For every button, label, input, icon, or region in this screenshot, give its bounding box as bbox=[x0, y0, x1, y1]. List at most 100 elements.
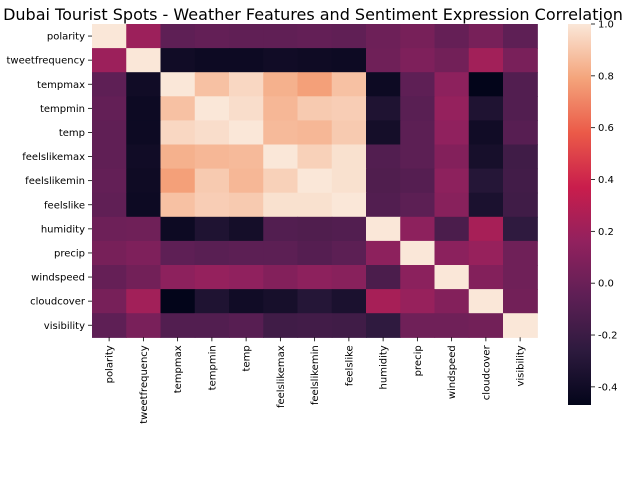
heatmap-cell-feelslikemax-feelslike bbox=[331, 144, 367, 170]
heatmap-cell-windspeed-polarity bbox=[92, 265, 127, 290]
heatmap-cell-tempmin-tweetfrequency bbox=[126, 96, 162, 121]
heatmap-cell-cloudcover-precip bbox=[400, 289, 436, 314]
heatmap-cell-windspeed-feelslike bbox=[331, 265, 367, 290]
heatmap-cell-feelslike-polarity bbox=[92, 192, 127, 218]
heatmap-cell-feelslike-precip bbox=[400, 192, 436, 218]
x-tick-label-cloudcover: cloudcover bbox=[481, 344, 492, 400]
heatmap-cell-temp-temp bbox=[229, 120, 264, 146]
heatmap-cell-tempmin-visibility bbox=[503, 96, 538, 121]
heatmap-cell-tempmax-windspeed bbox=[434, 72, 470, 97]
heatmap-cell-tweetfrequency-tempmin bbox=[194, 48, 230, 73]
heatmap-cell-precip-tempmax bbox=[160, 240, 196, 266]
heatmap-cell-feelslikemax-cloudcover bbox=[468, 144, 504, 170]
heatmap-cell-precip-feelslike bbox=[331, 240, 367, 266]
heatmap-cell-temp-tempmin bbox=[194, 120, 230, 146]
heatmap-cell-tweetfrequency-temp bbox=[229, 48, 264, 73]
colorbar-tick-label: -0.2 bbox=[598, 331, 618, 342]
heatmap-cell-temp-feelslikemax bbox=[263, 120, 299, 146]
heatmap-cell-polarity-feelslikemin bbox=[297, 24, 333, 49]
heatmap-cell-humidity-cloudcover bbox=[468, 216, 504, 242]
y-tick-label-tempmax: tempmax bbox=[37, 80, 85, 91]
heatmap-cell-feelslikemax-precip bbox=[400, 144, 436, 170]
heatmap-cell-feelslike-feelslikemax bbox=[263, 192, 299, 218]
x-axis-ticks: polarity tweetfrequency tempmax tempmin temp… bbox=[105, 337, 527, 424]
heatmap-cell-visibility-tempmax bbox=[160, 313, 196, 338]
heatmap-cell-visibility-feelslikemin bbox=[297, 313, 333, 338]
heatmap-cell-temp-polarity bbox=[92, 120, 127, 146]
heatmap-cell-precip-tweetfrequency bbox=[126, 240, 162, 266]
colorbar-tick-label: -0.4 bbox=[598, 382, 618, 393]
heatmap-cell-windspeed-cloudcover bbox=[468, 265, 504, 290]
heatmap-cell-temp-precip bbox=[400, 120, 436, 146]
heatmap-cell-tempmin-feelslike bbox=[331, 96, 367, 121]
heatmap-cell-humidity-humidity bbox=[366, 216, 401, 242]
x-tick-label-feelslikemin: feelslikemin bbox=[310, 345, 321, 405]
heatmap-cell-windspeed-humidity bbox=[366, 265, 401, 290]
colorbar-tick-label: 0.8 bbox=[598, 71, 614, 82]
heatmap-cell-tempmin-windspeed bbox=[434, 96, 470, 121]
heatmap-cell-tempmax-temp bbox=[229, 72, 264, 97]
heatmap-cell-tempmax-feelslikemin bbox=[297, 72, 333, 97]
heatmap-cell-polarity-feelslike bbox=[331, 24, 367, 49]
heatmap-cell-polarity-tempmin bbox=[194, 24, 230, 49]
heatmap-cell-humidity-feelslikemax bbox=[263, 216, 299, 242]
heatmap-cell-polarity-precip bbox=[400, 24, 436, 49]
heatmap-cell-tweetfrequency-humidity bbox=[366, 48, 401, 73]
heatmap-cell-cloudcover-tempmin bbox=[194, 289, 230, 314]
x-tick-label-temp: temp bbox=[242, 345, 253, 371]
heatmap-cell-windspeed-windspeed bbox=[434, 265, 470, 290]
heatmap-cell-windspeed-precip bbox=[400, 265, 436, 290]
heatmap-cell-tweetfrequency-polarity bbox=[92, 48, 127, 73]
heatmap-cell-feelslikemin-polarity bbox=[92, 168, 127, 194]
heatmap-cell-feelslikemin-tempmax bbox=[160, 168, 196, 194]
heatmap-cell-tempmin-precip bbox=[400, 96, 436, 121]
heatmap-cell-cloudcover-windspeed bbox=[434, 289, 470, 314]
heatmap-cell-feelslike-temp bbox=[229, 192, 264, 218]
heatmap-cell-feelslikemin-feelslikemax bbox=[263, 168, 299, 194]
heatmap-cell-precip-windspeed bbox=[434, 240, 470, 266]
heatmap-cell-feelslikemax-tempmax bbox=[160, 144, 196, 170]
heatmap-cell-polarity-humidity bbox=[366, 24, 401, 49]
heatmap-cell-cloudcover-feelslikemax bbox=[263, 289, 299, 314]
colorbar-gradient bbox=[568, 24, 591, 405]
x-tick-label-feelslike: feelslike bbox=[344, 345, 355, 386]
y-tick-label-feelslikemin: feelslikemin bbox=[25, 176, 85, 187]
heatmap-cell-feelslikemax-temp bbox=[229, 144, 264, 170]
heatmap-cell-tempmin-temp bbox=[229, 96, 264, 121]
heatmap-cell-feelslike-feelslike bbox=[331, 192, 367, 218]
colorbar-tick-label: 0.4 bbox=[598, 175, 614, 186]
heatmap-cell-humidity-visibility bbox=[503, 216, 538, 242]
heatmap-cell-feelslike-feelslikemin bbox=[297, 192, 333, 218]
heatmap-cell-feelslikemax-humidity bbox=[366, 144, 401, 170]
heatmap-cell-temp-windspeed bbox=[434, 120, 470, 146]
heatmap-cell-precip-feelslikemin bbox=[297, 240, 333, 266]
heatmap-cell-cloudcover-humidity bbox=[366, 289, 401, 314]
heatmap-cell-visibility-polarity bbox=[92, 313, 127, 338]
heatmap-cell-feelslikemin-precip bbox=[400, 168, 436, 194]
heatmap-cell-feelslikemin-feelslikemin bbox=[297, 168, 333, 194]
heatmap-cell-feelslikemin-windspeed bbox=[434, 168, 470, 194]
heatmap-cell-tempmin-tempmax bbox=[160, 96, 196, 121]
heatmap-cell-tempmin-feelslikemax bbox=[263, 96, 299, 121]
colorbar: -0.4 -0.2 0.0 0.2 0.4 0.6 0.8 1.0 bbox=[568, 20, 618, 405]
heatmap-cell-polarity-polarity bbox=[92, 24, 127, 49]
heatmap-cell-cloudcover-visibility bbox=[503, 289, 538, 314]
heatmap-cell-cloudcover-tweetfrequency bbox=[126, 289, 162, 314]
x-tick-label-visibility: visibility bbox=[516, 345, 527, 386]
chart-title: Dubai Tourist Spots - Weather Features a… bbox=[3, 5, 623, 24]
heatmap-cell-cloudcover-feelslike bbox=[331, 289, 367, 314]
heatmap-cell-visibility-humidity bbox=[366, 313, 401, 338]
heatmap-cell-windspeed-visibility bbox=[503, 265, 538, 290]
heatmap-cell-humidity-precip bbox=[400, 216, 436, 242]
heatmap-cell-cloudcover-feelslikemin bbox=[297, 289, 333, 314]
y-tick-label-humidity: humidity bbox=[41, 224, 85, 235]
heatmap-cell-feelslike-humidity bbox=[366, 192, 401, 218]
heatmap-cell-tweetfrequency-feelslikemax bbox=[263, 48, 299, 73]
heatmap-cell-feelslikemax-windspeed bbox=[434, 144, 470, 170]
y-tick-label-cloudcover: cloudcover bbox=[30, 297, 86, 308]
heatmap-cell-tempmin-cloudcover bbox=[468, 96, 504, 121]
heatmap-cell-tempmax-feelslikemax bbox=[263, 72, 299, 97]
heatmap-cell-feelslikemin-visibility bbox=[503, 168, 538, 194]
heatmap-cell-feelslikemax-feelslikemin bbox=[297, 144, 333, 170]
heatmap-cell-feelslikemax-polarity bbox=[92, 144, 127, 170]
